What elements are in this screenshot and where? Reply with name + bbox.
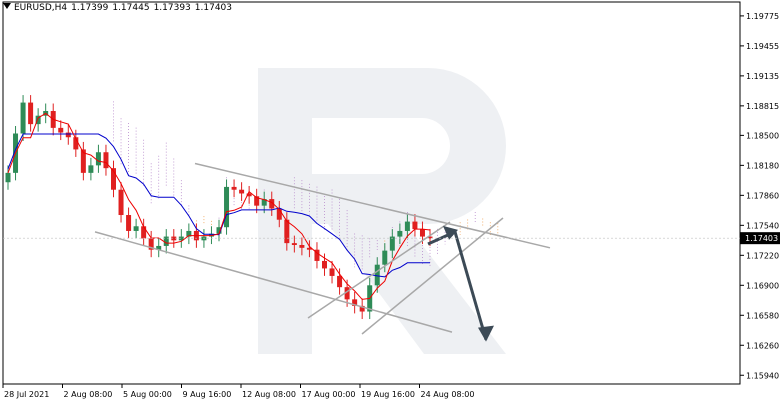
channel-lower-line [94, 231, 453, 333]
candle-body [156, 245, 162, 250]
candle-body [299, 245, 305, 248]
price-axis: 1.19775 1.19455 1.19135 1.18815 1.18500 1.181… [740, 12, 779, 380]
candle-body [178, 236, 184, 241]
candle-body [397, 230, 403, 237]
chart-header: EURUSD,H4 1.17399 1.17445 1.17393 1.17403 [3, 3, 236, 13]
candle-body [58, 127, 64, 133]
watermark-logo [258, 68, 506, 354]
candle-body [224, 186, 230, 228]
candle-body [65, 132, 71, 138]
candle-body [261, 199, 267, 206]
watermark-r-shape [258, 68, 506, 354]
current-price-tag [740, 232, 780, 245]
price-tick-label: 1.17220 [746, 251, 779, 260]
candle-body [5, 172, 11, 183]
candle-body [186, 230, 192, 237]
candle-body [20, 102, 26, 134]
candle-body [126, 215, 132, 231]
tenkan-line [7, 112, 431, 300]
time-tick-label: 12 Aug 08:00 [242, 390, 296, 399]
candle-body [254, 196, 260, 206]
candle-body [80, 149, 86, 173]
time-tick-label: 19 Aug 16:00 [361, 390, 415, 399]
candle-body [246, 193, 252, 197]
candle-body [322, 260, 327, 269]
rising-channel-upper [307, 221, 451, 319]
forecast-arrow-head-up [443, 225, 458, 240]
time-tick-label: 17 Aug 00:00 [302, 390, 356, 399]
time-tick-label: 5 Aug 00:00 [123, 390, 172, 399]
price-tick-label: 1.18180 [746, 161, 779, 170]
candle-body [95, 152, 101, 166]
candle-body [329, 268, 335, 276]
open-value: 1.17399 [71, 3, 109, 13]
candle-body [374, 264, 380, 286]
candle-body [412, 221, 418, 230]
candle-body [306, 247, 312, 250]
candle-body [118, 189, 124, 216]
candle-body [359, 305, 365, 312]
price-tick-label: 1.15940 [746, 371, 779, 380]
close-value: 1.17403 [194, 3, 232, 13]
price-tick-label: 1.17540 [746, 221, 779, 230]
price-tick-label: 1.18500 [746, 131, 779, 140]
price-tick-label: 1.16260 [746, 341, 779, 350]
candle-body [35, 115, 41, 125]
candle-body [163, 236, 169, 246]
low-value: 1.17393 [153, 3, 191, 13]
time-tick-label: 9 Aug 16:00 [183, 390, 232, 399]
forecast-arrow-head-down [478, 325, 494, 342]
candle-body [404, 221, 410, 231]
high-value: 1.17445 [112, 3, 150, 13]
time-tick-label: 2 Aug 08:00 [64, 390, 113, 399]
candle-body [103, 152, 109, 169]
candle-body [284, 219, 290, 244]
candle-body [276, 208, 282, 220]
symbol-label: EURUSD,H4 [14, 3, 68, 13]
time-tick-label: 28 Jul 2021 [4, 390, 49, 399]
candle-body [73, 137, 79, 150]
candle-body [148, 238, 154, 250]
price-tick-label: 1.18815 [746, 102, 779, 111]
candle-body [216, 227, 222, 234]
candle-body [352, 299, 358, 306]
current-price-label: 1.17403 [745, 234, 778, 243]
candle-body [314, 249, 320, 261]
channel-upper-line [194, 162, 551, 249]
candle-body [88, 165, 94, 173]
dropdown-triangle-icon[interactable] [3, 3, 11, 9]
candle-body [28, 102, 34, 125]
candle-body [337, 275, 343, 288]
candle-body [171, 236, 177, 241]
candle-body [382, 250, 388, 265]
candle-body [419, 229, 425, 237]
candle-body [141, 226, 147, 239]
price-tick-label: 1.16580 [746, 311, 779, 320]
price-tick-label: 1.17860 [746, 191, 779, 200]
price-tick-label: 1.19775 [746, 12, 779, 21]
candle-body [111, 168, 116, 190]
candle-body [389, 236, 395, 251]
candle-body [239, 189, 245, 194]
time-axis: 28 Jul 2021 2 Aug 08:00 5 Aug 00:00 9 Aug 1… [2, 384, 475, 399]
candle-body [269, 199, 275, 209]
candle-body [427, 236, 433, 239]
price-tick-label: 1.16900 [746, 281, 779, 290]
price-tick-label: 1.19135 [746, 72, 779, 81]
candle-body [133, 226, 139, 231]
candle-body [291, 243, 297, 246]
rising-channel-lower [361, 217, 504, 335]
price-tick-label: 1.19455 [746, 42, 779, 51]
candle-body [344, 287, 350, 300]
candle-body [231, 186, 237, 190]
chart-frame [2, 1, 741, 385]
kijun-line [7, 133, 430, 278]
time-tick-label: 24 Aug 08:00 [421, 390, 475, 399]
